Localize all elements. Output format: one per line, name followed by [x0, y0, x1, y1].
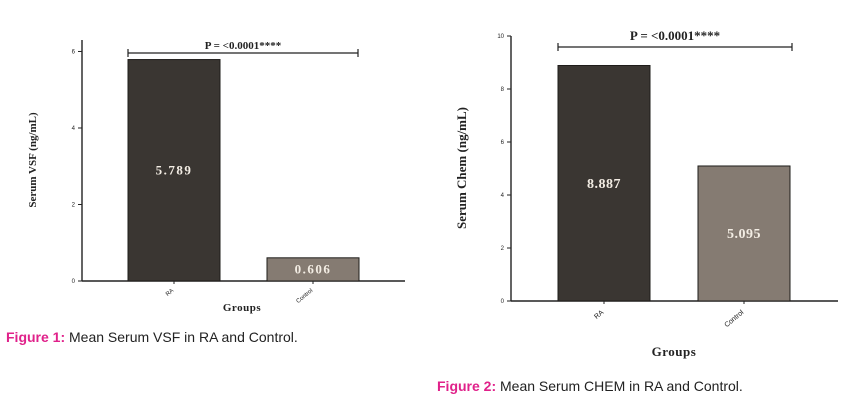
chart2-bar-value-label: 5.095 — [727, 227, 761, 242]
figure-2-caption-text: Mean Serum CHEM in RA and Control. — [496, 378, 743, 394]
chart2-y-tick-label: 2 — [501, 246, 505, 252]
chart1-y-axis-label: Serum VSF (ng/mL) — [27, 112, 39, 208]
chart2-y-tick-label: 0 — [501, 299, 505, 305]
chart2-significance-annotation: P = <0.0001**** — [630, 28, 720, 43]
chart2-bar-ra — [557, 64, 651, 302]
chart1-y-tick-label: 0 — [72, 279, 76, 285]
chart2-bar-control — [697, 165, 791, 302]
chart1-significance-annotation: P = <0.0001**** — [205, 40, 282, 52]
figure-2-caption: Figure 2: Mean Serum CHEM in RA and Cont… — [437, 378, 743, 394]
chart1-y-tick-label: 2 — [72, 202, 76, 208]
chart2-y-axis-label: Serum Chem (ng/mL) — [454, 107, 469, 229]
chart2-x-tick-label: RA — [593, 309, 605, 321]
figure-2-caption-label: Figure 2: — [437, 378, 497, 394]
chart1-bar-value-label: 5.789 — [156, 163, 193, 178]
chart1-y-tick-label: 6 — [72, 49, 76, 55]
figure-1-caption: Figure 1: Mean Serum VSF in RA and Contr… — [6, 329, 298, 345]
chart2-x-axis-label: Groups — [652, 344, 697, 359]
chart2-y-tick-label: 8 — [501, 87, 505, 93]
chart2-y-tick-label: 10 — [497, 34, 504, 40]
chart1-y-tick-label: 4 — [72, 126, 76, 132]
chart2-y-tick-label: 6 — [501, 140, 505, 146]
chart1-bar-value-label: 0.606 — [295, 262, 332, 277]
chart1-bar-ra — [127, 59, 221, 282]
chart1-x-axis-label: Groups — [223, 302, 261, 314]
figure-1-caption-label: Figure 1: — [6, 329, 66, 345]
figure-1-caption-text: Mean Serum VSF in RA and Control. — [65, 329, 298, 345]
chart1-x-tick-label: RA — [165, 288, 175, 298]
chart2-bar-value-label: 8.887 — [587, 177, 621, 192]
chart2-x-tick-label: Control — [723, 309, 745, 329]
chart2-y-tick-label: 4 — [501, 193, 505, 199]
chart1-x-tick-label: Control — [296, 288, 315, 305]
